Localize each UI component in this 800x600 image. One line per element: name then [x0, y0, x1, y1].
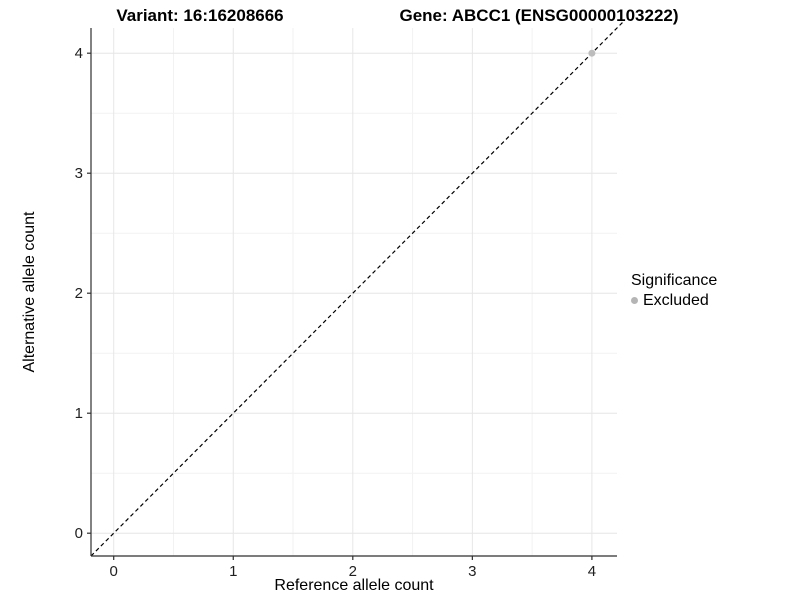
identity-line [90, 20, 625, 557]
plot-title-gene: Gene: ABCC1 (ENSG00000103222) [399, 6, 679, 25]
legend-title: Significance [631, 272, 718, 289]
legend-item-label: Excluded [643, 292, 709, 309]
x-tick-label: 2 [349, 563, 357, 580]
legend-item-excluded: Excluded [628, 291, 717, 310]
y-tick-label: 3 [75, 165, 83, 182]
plot-title-variant: Variant: 16:16208666 [116, 6, 284, 25]
x-tick-label: 1 [229, 563, 237, 580]
x-tick-label: 0 [110, 563, 118, 580]
y-tick-label: 1 [75, 405, 83, 422]
x-tick-label: 3 [468, 563, 476, 580]
y-tick-label: 0 [75, 525, 83, 542]
y-tick-label: 2 [75, 285, 83, 302]
legend: Significance Excluded [628, 271, 717, 310]
y-axis-title: Alternative allele count [21, 211, 38, 373]
x-axis-title: Reference allele count [274, 577, 434, 594]
legend-point-icon [631, 297, 638, 304]
x-tick-label: 4 [588, 563, 596, 580]
data-point [588, 49, 596, 57]
y-tick-label: 4 [75, 45, 83, 62]
